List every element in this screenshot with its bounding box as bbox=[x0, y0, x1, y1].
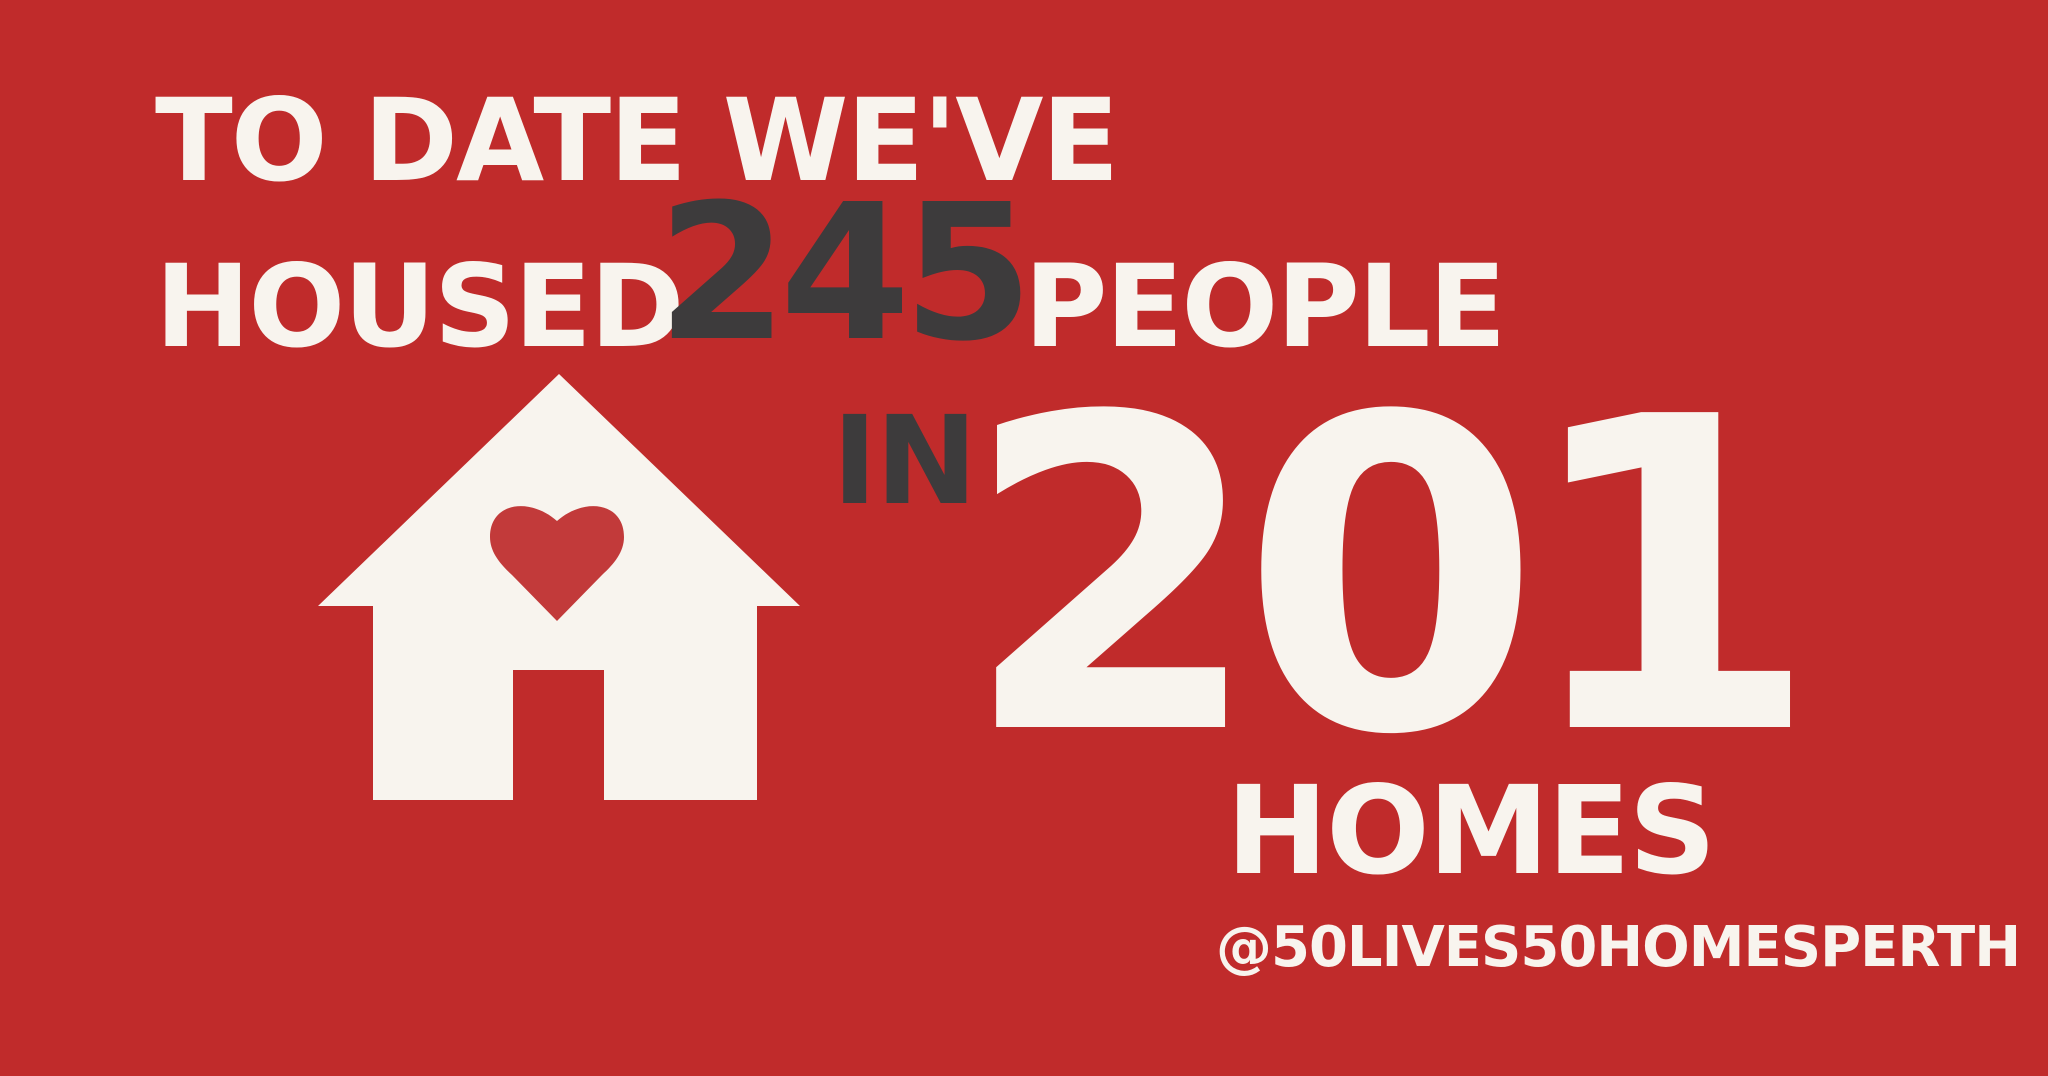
people-label: PEOPLE bbox=[1024, 240, 1506, 373]
homes-label: HOMES bbox=[1226, 760, 1716, 902]
housed-label: HOUSED bbox=[155, 240, 684, 373]
social-handle: @50LIVES50HOMESPERTH bbox=[1216, 915, 2021, 980]
in-label: IN bbox=[832, 390, 977, 532]
homes-count: 201 bbox=[962, 326, 1820, 829]
heart-icon bbox=[490, 506, 624, 621]
people-count: 245 bbox=[657, 164, 1033, 383]
headline-line1: TO DATE WE'VE bbox=[155, 74, 1119, 207]
